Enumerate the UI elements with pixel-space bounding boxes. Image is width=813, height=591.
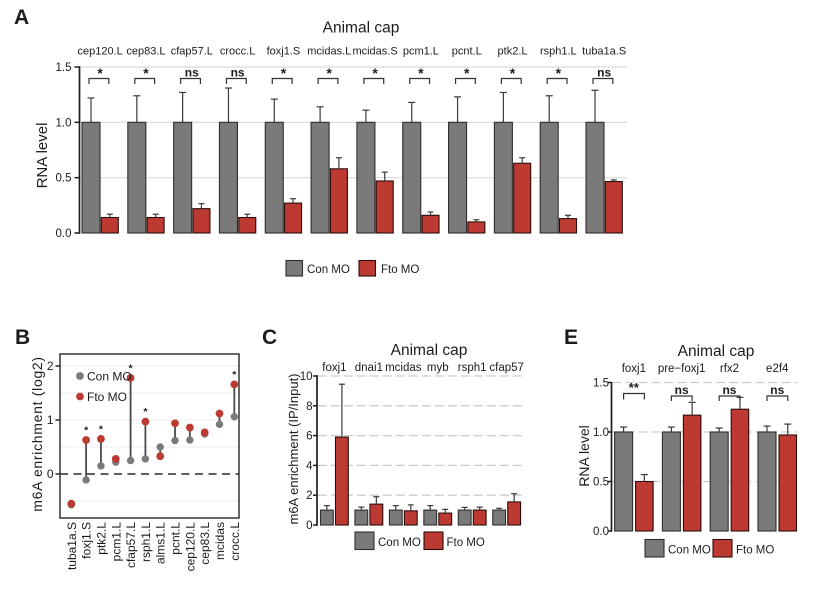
svg-text:1.5: 1.5 (56, 62, 72, 74)
svg-text:C: C (262, 326, 277, 349)
svg-text:2: 2 (306, 490, 312, 502)
svg-text:mcidas: mcidas (213, 522, 227, 560)
svg-text:ns: ns (675, 383, 689, 397)
svg-text:cep83.L: cep83.L (198, 522, 212, 565)
svg-text:0.0: 0.0 (593, 526, 609, 538)
svg-text:cfap57.L: cfap57.L (124, 522, 138, 568)
svg-text:m6A enrichment (IP/Input): m6A enrichment (IP/Input) (286, 373, 301, 524)
svg-text:*: * (464, 65, 470, 81)
svg-text:0: 0 (306, 520, 312, 532)
svg-text:RNA level: RNA level (34, 123, 51, 189)
svg-text:foxj1: foxj1 (622, 363, 646, 375)
svg-text:Con MO: Con MO (668, 545, 711, 557)
svg-text:pre−foxj1: pre−foxj1 (658, 363, 706, 375)
svg-text:Animal cap: Animal cap (323, 20, 400, 37)
svg-text:myb: myb (427, 362, 449, 374)
svg-text:*: * (372, 65, 378, 81)
svg-text:mcidas.L: mcidas.L (307, 46, 351, 58)
svg-text:crocc.L: crocc.L (228, 522, 242, 561)
svg-text:foxj1.S: foxj1.S (80, 522, 94, 559)
svg-text:E: E (564, 326, 578, 349)
svg-text:1: 1 (47, 413, 54, 427)
svg-text:pcm1.L: pcm1.L (109, 522, 123, 562)
svg-text:RNA level: RNA level (576, 425, 592, 486)
svg-text:*: * (97, 65, 103, 81)
svg-text:cfap57.L: cfap57.L (171, 46, 213, 58)
svg-text:foxj1.S: foxj1.S (267, 46, 301, 58)
svg-text:cep83.L: cep83.L (126, 46, 165, 58)
svg-text:dnai1: dnai1 (355, 362, 383, 374)
svg-text:tuba1a.S: tuba1a.S (65, 522, 79, 570)
svg-text:rsph1: rsph1 (458, 362, 487, 374)
svg-text:8: 8 (306, 401, 312, 413)
svg-text:*: * (84, 424, 89, 436)
svg-text:m6A enrichment (log2): m6A enrichment (log2) (29, 356, 45, 512)
svg-text:ptk2.L: ptk2.L (94, 522, 108, 555)
svg-text:rsph1.L: rsph1.L (540, 46, 577, 58)
svg-text:ptk2.L: ptk2.L (498, 46, 528, 58)
svg-text:1.0: 1.0 (593, 427, 609, 439)
svg-text:*: * (99, 423, 104, 435)
svg-text:0.0: 0.0 (56, 228, 72, 240)
svg-text:pcnt.L: pcnt.L (169, 522, 183, 555)
svg-text:0.5: 0.5 (593, 477, 609, 489)
svg-text:1.0: 1.0 (56, 117, 72, 129)
svg-text:*: * (143, 406, 148, 418)
svg-text:ns: ns (722, 383, 736, 397)
svg-text:Con MO: Con MO (378, 537, 421, 549)
svg-text:Animal cap: Animal cap (391, 342, 468, 359)
svg-text:*: * (418, 65, 424, 81)
svg-text:ns: ns (770, 383, 784, 397)
svg-text:*: * (143, 65, 149, 81)
svg-text:cep120.L: cep120.L (78, 46, 123, 58)
svg-text:Con MO: Con MO (307, 264, 350, 276)
svg-text:*: * (510, 65, 516, 81)
svg-text:6: 6 (306, 431, 312, 443)
svg-text:*: * (232, 369, 237, 381)
svg-text:rfx2: rfx2 (720, 363, 739, 375)
svg-text:Fto MO: Fto MO (736, 545, 774, 557)
svg-text:0: 0 (47, 467, 54, 481)
svg-text:cep120.L: cep120.L (183, 522, 197, 572)
svg-text:ns: ns (597, 66, 611, 80)
svg-text:A: A (14, 6, 29, 29)
svg-text:*: * (327, 65, 333, 81)
svg-text:Fto MO: Fto MO (447, 537, 485, 549)
svg-text:mcidas.S: mcidas.S (352, 46, 397, 58)
svg-text:Fto MO: Fto MO (87, 390, 127, 404)
svg-text:*: * (129, 362, 134, 374)
svg-text:tuba1a.S: tuba1a.S (582, 46, 626, 58)
svg-text:2: 2 (47, 359, 54, 373)
svg-text:ns: ns (231, 66, 245, 80)
svg-text:1.5: 1.5 (593, 378, 609, 390)
svg-text:4: 4 (306, 460, 313, 472)
svg-text:ns: ns (185, 66, 199, 80)
svg-text:**: ** (629, 380, 640, 395)
svg-text:Animal cap: Animal cap (678, 343, 755, 360)
svg-text:pcm1.L: pcm1.L (403, 46, 439, 58)
svg-text:mcidas: mcidas (385, 362, 422, 374)
svg-text:*: * (281, 65, 287, 81)
svg-text:cfap57: cfap57 (489, 362, 524, 374)
svg-text:rsph1.L: rsph1.L (139, 522, 153, 562)
svg-text:0.5: 0.5 (56, 173, 72, 185)
svg-text:pcnt.L: pcnt.L (452, 46, 482, 58)
svg-text:alms1.L: alms1.L (154, 522, 168, 564)
svg-text:10: 10 (300, 371, 313, 383)
svg-text:crocc.L: crocc.L (220, 46, 255, 58)
svg-text:e2f4: e2f4 (766, 363, 789, 375)
svg-text:B: B (15, 326, 30, 349)
svg-text:Con MO: Con MO (87, 369, 132, 383)
svg-text:Fto MO: Fto MO (381, 264, 419, 276)
svg-text:foxj1: foxj1 (322, 362, 346, 374)
svg-text:*: * (556, 65, 562, 81)
